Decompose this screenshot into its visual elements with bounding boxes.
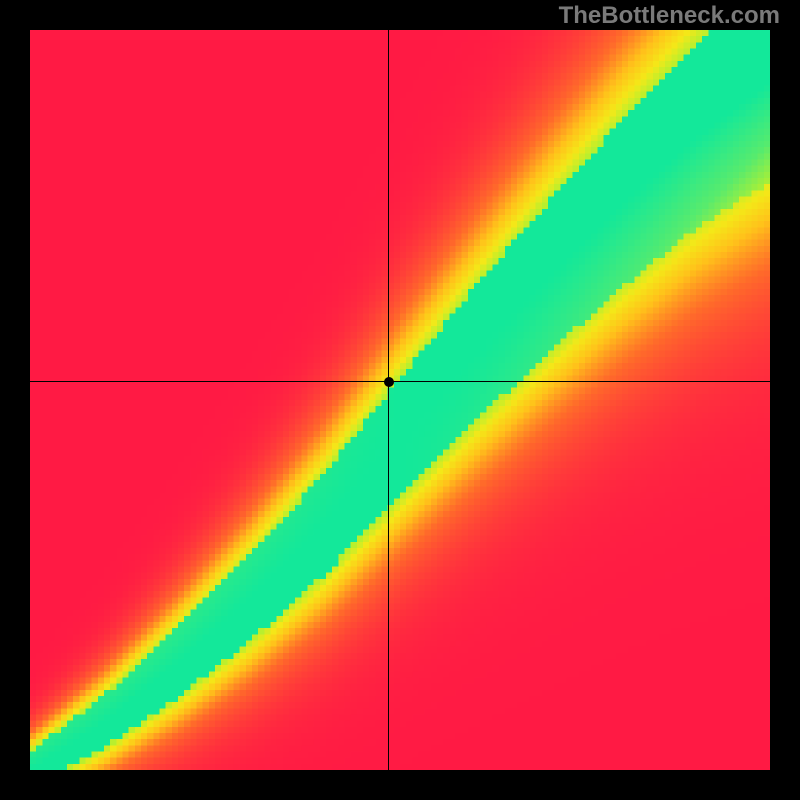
chart-container: TheBottleneck.com: [0, 0, 800, 800]
crosshair-dot: [384, 377, 394, 387]
crosshair-vertical: [388, 30, 389, 770]
watermark-text: TheBottleneck.com: [559, 2, 780, 30]
crosshair-horizontal: [30, 381, 770, 382]
bottleneck-heatmap: [30, 30, 770, 770]
